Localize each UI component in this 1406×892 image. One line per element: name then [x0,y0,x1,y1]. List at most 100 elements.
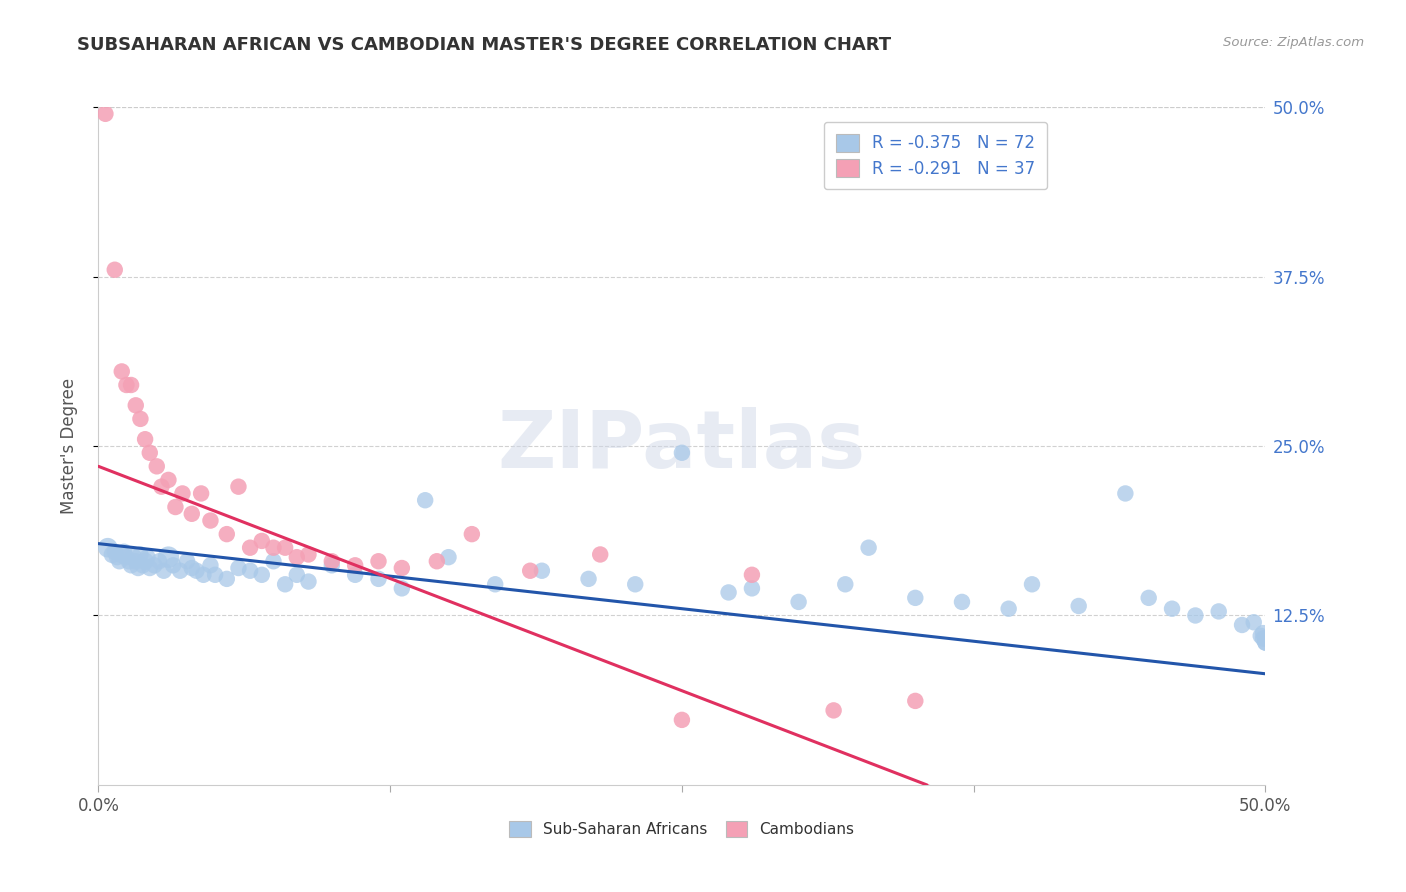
Point [94,107,117,121]
Point [530,564,553,578]
Point [115,378,138,392]
Point [904,591,927,605]
Point [228,561,250,575]
Point [1250,629,1272,643]
Point [274,541,297,555]
Point [834,577,856,591]
Point [297,574,319,589]
Point [1161,601,1184,615]
Point [165,500,187,514]
Point [589,548,612,562]
Point [274,577,297,591]
Point [1251,626,1274,640]
Point [717,585,740,599]
Point [148,554,170,568]
Point [1208,604,1230,618]
Point [285,567,308,582]
Point [157,550,180,565]
Point [134,554,156,568]
Point [671,713,693,727]
Point [112,545,135,559]
Point [250,567,273,582]
Point [186,564,208,578]
Point [104,262,127,277]
Point [1021,577,1043,591]
Text: Source: ZipAtlas.com: Source: ZipAtlas.com [1223,36,1364,49]
Point [823,703,845,717]
Point [150,480,173,494]
Point [152,564,174,578]
Point [426,554,449,568]
Point [1230,618,1253,632]
Point [146,459,169,474]
Point [239,564,262,578]
Point [162,558,184,573]
Point [262,541,284,555]
Point [519,564,541,578]
Point [180,561,202,575]
Point [391,561,413,575]
Point [169,564,191,578]
Point [200,514,222,528]
Point [1254,632,1277,646]
Point [215,572,238,586]
Point [127,561,149,575]
Point [190,486,212,500]
Point [413,493,436,508]
Point [1067,599,1090,613]
Point [1251,632,1274,646]
Point [111,364,134,378]
Point [321,554,343,568]
Point [204,567,226,582]
Point [1254,635,1277,649]
Point [101,548,124,562]
Point [367,554,389,568]
Point [1114,486,1136,500]
Legend: Sub-Saharan Africans, Cambodians: Sub-Saharan Africans, Cambodians [502,814,862,845]
Point [297,548,319,562]
Point [139,446,162,460]
Point [215,527,238,541]
Point [129,548,152,562]
Point [180,507,202,521]
Point [321,558,343,573]
Point [1184,608,1206,623]
Point [129,412,152,426]
Point [344,558,367,573]
Point [1243,615,1265,630]
Y-axis label: Master's Degree: Master's Degree [59,378,77,514]
Point [671,446,693,460]
Point [578,572,600,586]
Point [157,473,180,487]
Point [437,550,460,565]
Point [125,398,148,412]
Point [111,548,134,562]
Point [461,527,484,541]
Point [118,554,141,568]
Point [285,550,308,565]
Text: SUBSAHARAN AFRICAN VS CAMBODIAN MASTER'S DEGREE CORRELATION CHART: SUBSAHARAN AFRICAN VS CAMBODIAN MASTER'S… [77,36,891,54]
Point [904,694,927,708]
Point [108,554,131,568]
Point [172,486,194,500]
Point [741,567,763,582]
Point [858,541,880,555]
Point [200,558,222,573]
Point [132,558,155,573]
Point [104,545,127,559]
Text: ZIPatlas: ZIPatlas [498,407,866,485]
Point [134,432,156,446]
Point [787,595,810,609]
Point [484,577,506,591]
Point [136,550,159,565]
Point [367,572,389,586]
Point [139,561,162,575]
Point [391,582,413,596]
Point [193,567,215,582]
Point [1254,635,1277,649]
Point [143,558,166,573]
Point [115,550,138,565]
Point [120,558,142,573]
Point [344,567,367,582]
Point [228,480,250,494]
